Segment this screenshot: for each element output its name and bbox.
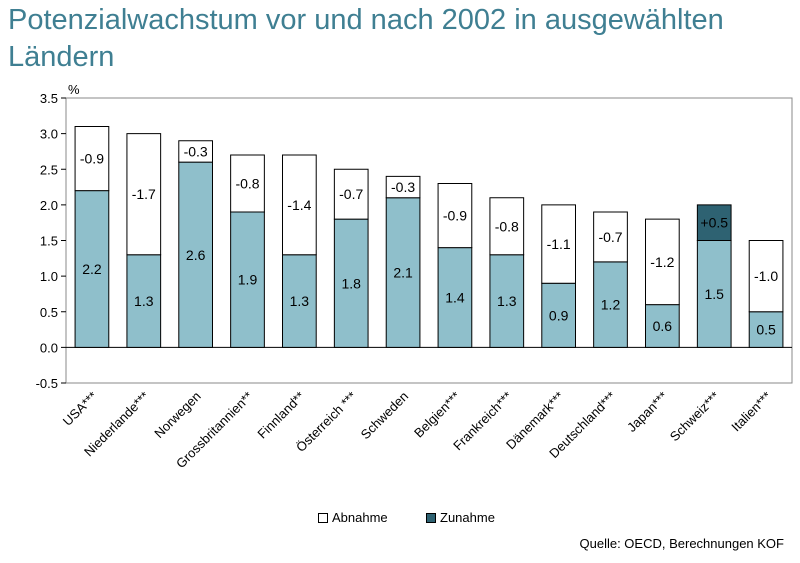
data-label-base: 0.6 <box>653 318 673 334</box>
data-label-base: 1.3 <box>134 293 154 309</box>
bar-base <box>489 254 525 348</box>
y-tick-label: 2.5 <box>40 162 58 177</box>
bar-decrease <box>489 197 525 256</box>
bar-base <box>74 190 110 348</box>
data-label-base: 1.3 <box>497 293 517 309</box>
legend-swatch-zunahme <box>426 512 436 523</box>
bar-base <box>645 304 680 348</box>
x-tick-label: Italien*** <box>728 389 774 435</box>
bar-base <box>126 254 162 348</box>
bar-base <box>541 282 576 348</box>
bar-decrease <box>541 204 576 284</box>
data-label-change: -1.1 <box>547 236 571 252</box>
y-tick-label: 2.0 <box>40 198 58 213</box>
bar-decrease <box>74 126 110 192</box>
data-label-base: 1.2 <box>601 297 621 313</box>
chart-title: Potenzialwachstum vor und nach 2002 in a… <box>8 4 724 73</box>
data-label-change: -1.4 <box>287 197 311 213</box>
data-label-change: -0.7 <box>339 186 363 202</box>
bar-base <box>437 247 473 348</box>
legend-label-abnahme: Abnahme <box>332 510 388 525</box>
y-tick-label: 0.5 <box>40 305 58 320</box>
data-label-change: +0.5 <box>700 215 728 231</box>
y-tick-label: 3.0 <box>40 127 58 142</box>
y-tick-label: 0.0 <box>40 340 58 355</box>
data-label-change: -0.8 <box>235 176 259 192</box>
data-label-base: 1.3 <box>290 293 310 309</box>
x-tick-label: Belgien*** <box>411 389 463 441</box>
bar-decrease <box>437 183 473 249</box>
x-tick-label: Norwegen <box>151 389 204 442</box>
legend-swatch-abnahme <box>318 512 328 523</box>
data-label-base: 2.1 <box>393 265 413 281</box>
bar-decrease <box>282 154 317 256</box>
y-tick-label: 1.0 <box>40 269 58 284</box>
bar-decrease <box>385 175 421 199</box>
data-label-change: -1.2 <box>650 254 674 270</box>
legend-item-abnahme: Abnahme <box>318 510 388 525</box>
data-label-change: -0.9 <box>80 151 104 167</box>
bar-base <box>696 240 732 348</box>
data-label-base: 0.5 <box>756 322 776 338</box>
data-label-base: 1.5 <box>704 286 724 302</box>
data-label-base: 2.2 <box>82 261 102 277</box>
data-label-base: 1.8 <box>341 275 361 291</box>
bar-base <box>230 211 265 348</box>
legend-label-zunahme: Zunahme <box>440 510 495 525</box>
bar-decrease <box>178 140 213 163</box>
data-label-change: -0.7 <box>598 229 622 245</box>
data-label-change: -0.3 <box>391 179 415 195</box>
bar-base <box>178 161 213 348</box>
data-label-change: -0.8 <box>495 218 519 234</box>
bar-decrease <box>126 133 162 256</box>
data-label-change: -1.0 <box>754 268 778 284</box>
bar-decrease <box>333 168 369 220</box>
bar-base <box>385 197 421 348</box>
data-label-change: -1.7 <box>132 186 156 202</box>
bar-decrease <box>230 154 265 213</box>
y-axis-unit: % <box>68 82 80 97</box>
data-label-base: 1.9 <box>238 272 258 288</box>
source-note: Quelle: OECD, Berechnungen KOF <box>579 536 785 551</box>
data-label-base: 2.6 <box>186 247 206 263</box>
bar-decrease <box>593 211 628 263</box>
x-tick-label: Schweden <box>358 389 412 443</box>
data-label-change: -0.9 <box>443 208 467 224</box>
x-tick-label: Finnland** <box>254 389 307 442</box>
x-tick-label: USA*** <box>60 389 100 429</box>
y-tick-label: 1.5 <box>40 234 58 249</box>
bar-increase <box>696 204 732 241</box>
bar-base <box>593 261 628 348</box>
y-tick-label: -0.5 <box>36 376 58 391</box>
data-label-base: 0.9 <box>549 307 569 323</box>
bar-base <box>282 254 317 348</box>
x-tick-label: Japan*** <box>624 389 670 435</box>
bar-decrease <box>645 218 680 306</box>
plot-area <box>65 97 793 384</box>
bar-base <box>333 218 369 348</box>
bar-decrease <box>748 240 784 313</box>
data-label-base: 1.4 <box>445 290 465 306</box>
x-tick-label: Schweiz*** <box>667 389 723 445</box>
y-tick-label: 3.5 <box>40 91 58 106</box>
legend-item-zunahme: Zunahme <box>426 510 495 525</box>
data-label-change: -0.3 <box>184 143 208 159</box>
